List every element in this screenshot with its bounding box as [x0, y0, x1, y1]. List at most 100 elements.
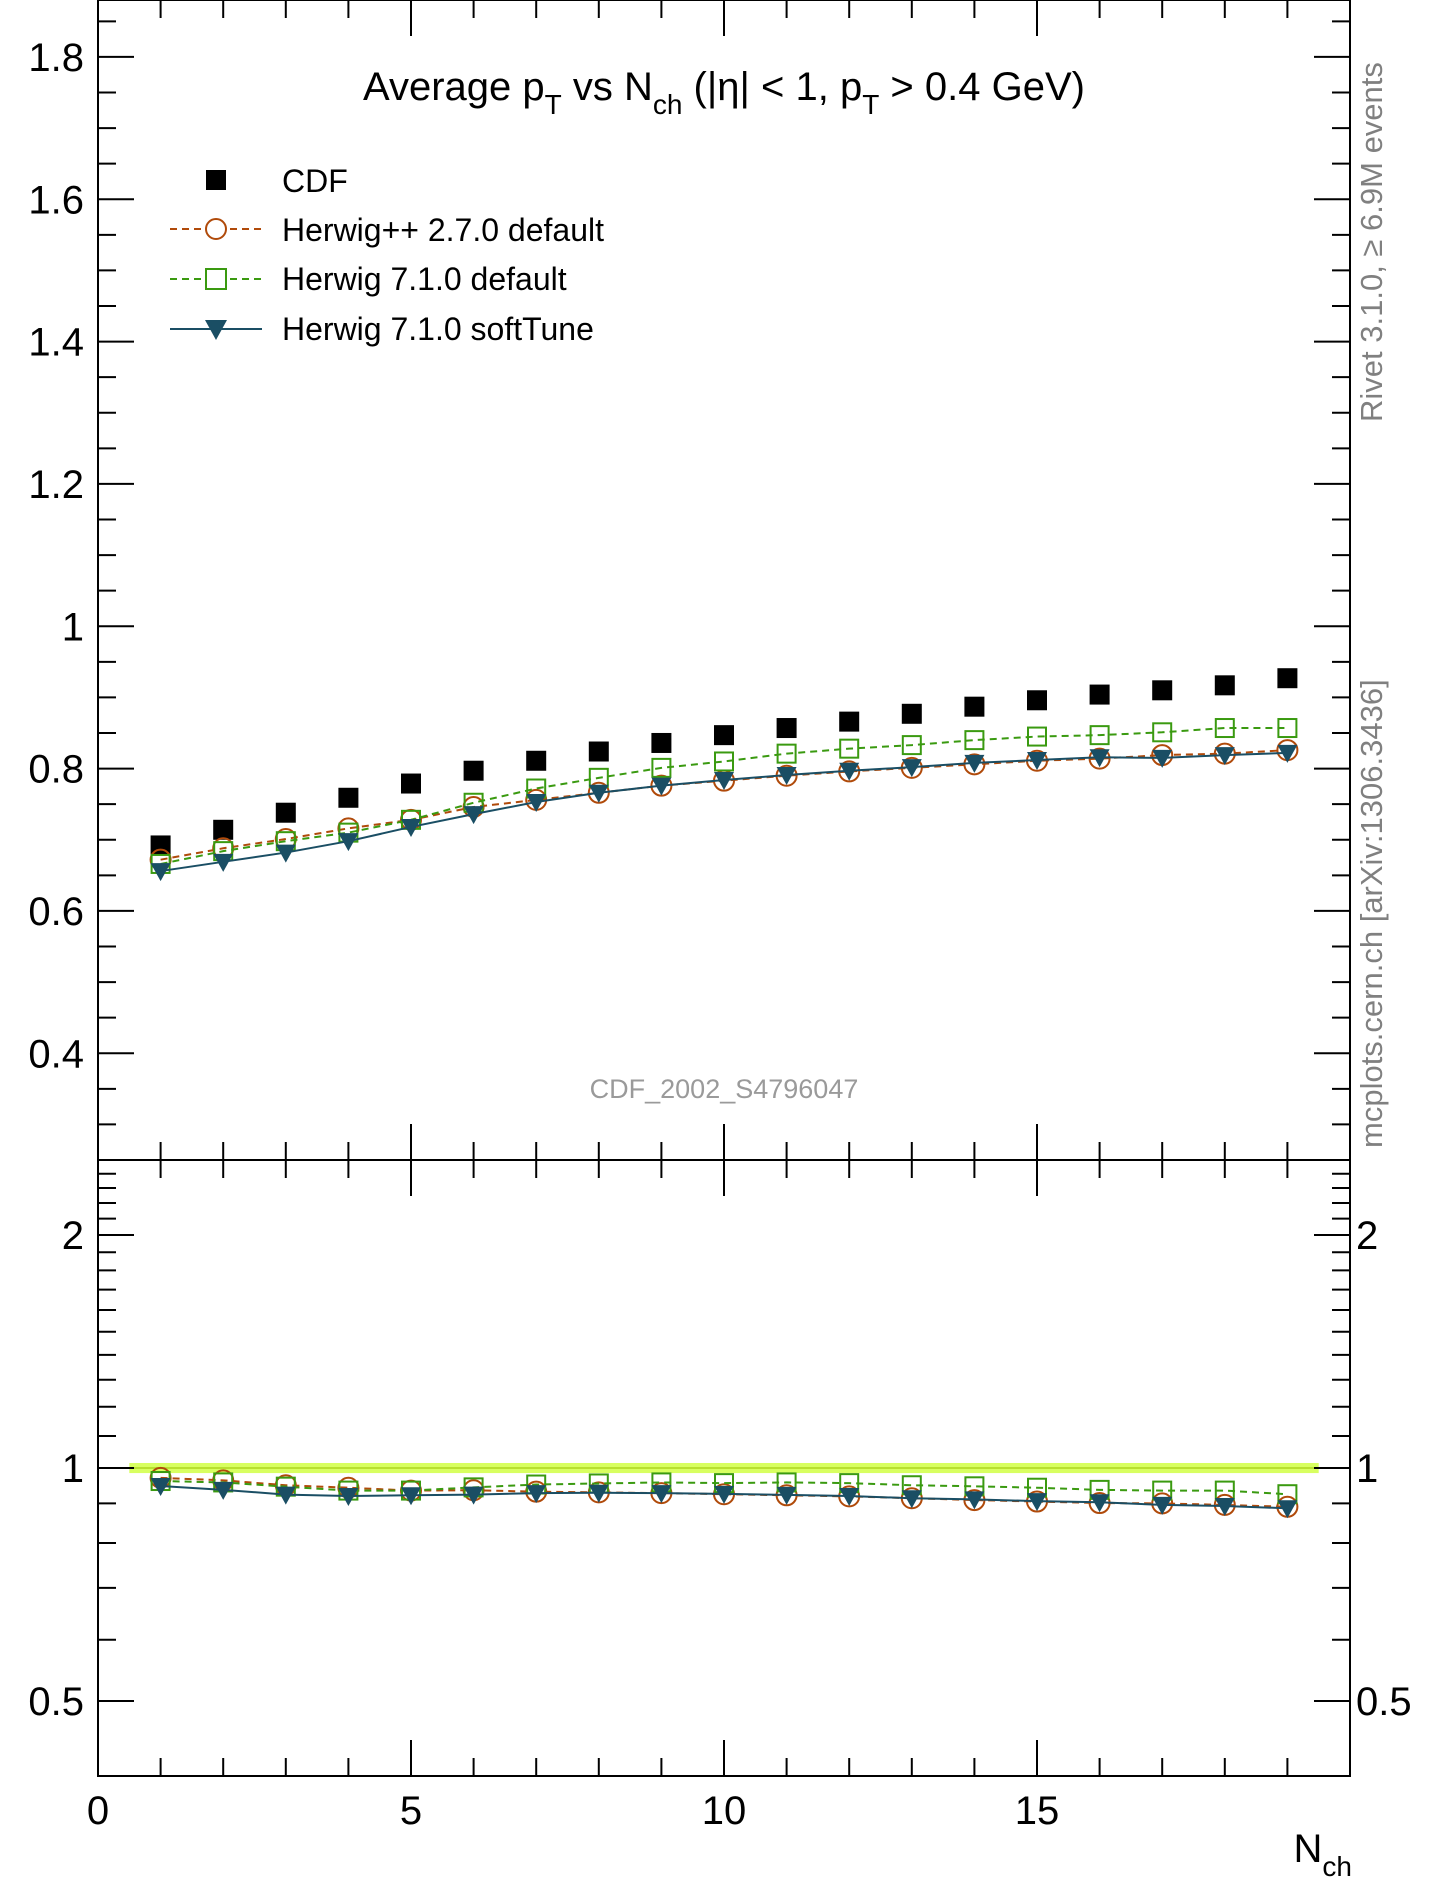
data-point-square — [1152, 680, 1173, 701]
series-line — [160, 749, 1288, 861]
plot-title: Average pT vs Nch (|η| < 1, pT > 0.4 GeV… — [363, 65, 1085, 120]
data-point-triangle — [839, 1488, 860, 1507]
data-point-square — [651, 732, 672, 753]
y-tick-label: 1.4 — [28, 321, 84, 365]
legend-marker-open-circle — [205, 218, 227, 240]
data-point-triangle — [714, 1485, 734, 1504]
data-point-open-square — [1027, 726, 1047, 747]
data-point-triangle — [901, 759, 922, 778]
legend: CDF Herwig++ 2.7.0 default Herwig 7.1.0 … — [170, 163, 604, 347]
legend-entry-cdf: CDF — [206, 163, 348, 199]
data-point-triangle — [338, 833, 359, 852]
data-point-open-square — [1152, 722, 1173, 743]
data-point-square — [964, 696, 985, 717]
legend-entry-herwigpp: Herwig++ 2.7.0 default — [170, 212, 604, 248]
data-point-triangle — [1152, 749, 1173, 768]
data-point-triangle — [651, 1485, 672, 1504]
data-point-triangle — [588, 1484, 609, 1503]
data-point-triangle — [1214, 1498, 1235, 1517]
data-point-open-square — [714, 751, 734, 772]
main-series-group — [149, 668, 1299, 882]
data-point-triangle — [714, 771, 734, 790]
data-point-open-square — [901, 735, 922, 756]
data-point-triangle — [776, 1486, 797, 1505]
data-point-triangle — [588, 784, 609, 803]
data-point-triangle — [839, 762, 860, 781]
data-point-triangle — [526, 1485, 547, 1504]
ratio-y-tick-label-right: 2 — [1356, 1214, 1378, 1258]
data-point-square — [526, 750, 547, 771]
data-point-square — [901, 703, 922, 724]
y-tick-label: 0.8 — [28, 748, 84, 792]
data-point-square — [463, 760, 484, 781]
data-point-triangle — [1089, 1494, 1110, 1513]
data-point-triangle — [1277, 1500, 1298, 1519]
data-point-triangle — [338, 1488, 359, 1507]
legend-marker-filled-triangle-down — [205, 320, 227, 340]
ratio-panel: 0.5 0.5 1 1 2 2 — [28, 1159, 1412, 1777]
ratio-y-tick-label-right: 1 — [1356, 1447, 1378, 1491]
legend-label-cdf: CDF — [282, 163, 348, 199]
data-point-triangle — [463, 806, 484, 825]
data-point-square — [839, 711, 860, 732]
ratio-y-tick-label-right: 0.5 — [1356, 1680, 1412, 1724]
data-point-triangle — [275, 1486, 296, 1505]
data-point-triangle — [964, 754, 985, 773]
data-point-square — [714, 725, 734, 746]
data-point-triangle — [901, 1490, 922, 1509]
legend-label-herwig7-softtune: Herwig 7.1.0 softTune — [282, 311, 594, 347]
data-point-triangle — [463, 1486, 484, 1505]
x-tick-label: 0 — [87, 1789, 109, 1833]
data-point-square — [1027, 690, 1047, 711]
legend-label-herwig7-default: Herwig 7.1.0 default — [282, 261, 567, 297]
data-point-square — [401, 773, 421, 794]
series-line — [160, 1480, 1288, 1496]
data-point-triangle — [1089, 749, 1110, 768]
data-point-triangle — [150, 1477, 171, 1496]
data-point-open-square — [776, 743, 797, 764]
data-point-triangle — [964, 1491, 985, 1510]
data-point-square — [1214, 675, 1235, 696]
rivet-version-label: Rivet 3.1.0, ≥ 6.9M events — [1354, 62, 1389, 422]
data-point-triangle — [651, 777, 672, 796]
x-tick-label: 15 — [1015, 1789, 1060, 1833]
data-point-triangle — [213, 1481, 234, 1500]
data-point-square — [1089, 684, 1110, 705]
y-tick-label: 1.8 — [28, 36, 84, 80]
legend-entry-herwig7-default: Herwig 7.1.0 default — [170, 261, 567, 297]
data-point-triangle — [150, 863, 171, 882]
ratio-y-tick-label-left: 1 — [62, 1447, 84, 1491]
legend-marker-filled-square — [206, 170, 226, 190]
ratio-y-tick-label-left: 2 — [62, 1214, 84, 1258]
data-point-open-square — [964, 730, 985, 751]
data-point-open-square — [1277, 718, 1298, 739]
data-point-open-square — [651, 757, 672, 778]
main-axis-ticks: 0.4 0.6 0.8 1 1.2 1.4 1.6 1.8 — [28, 20, 1350, 1126]
y-tick-label: 1.6 — [28, 178, 84, 222]
legend-label-herwigpp: Herwig++ 2.7.0 default — [282, 212, 604, 248]
data-point-triangle — [1277, 744, 1298, 763]
x-axis-label: Nch — [1294, 1827, 1352, 1882]
x-tick-label: 10 — [702, 1789, 747, 1833]
data-point-triangle — [1214, 747, 1235, 766]
data-point-triangle — [776, 766, 797, 785]
ratio-axis-ticks: 0.5 0.5 1 1 2 2 — [28, 1159, 1412, 1777]
data-point-square — [338, 787, 359, 808]
data-point-triangle — [401, 818, 421, 837]
x-tick-label: 5 — [400, 1789, 422, 1833]
legend-marker-open-square — [205, 268, 227, 290]
data-point-square — [213, 819, 234, 840]
y-tick-label: 1.2 — [28, 463, 84, 507]
y-tick-label: 1 — [62, 605, 84, 649]
x-axis: 0 5 10 15 — [87, 0, 1289, 1833]
data-point-triangle — [526, 794, 547, 813]
main-panel: 0.4 0.6 0.8 1 1.2 1.4 1.6 1.8 — [28, 0, 1351, 1161]
ratio-series-group — [149, 1466, 1299, 1519]
series-line — [160, 727, 1288, 865]
y-tick-label: 0.4 — [28, 1032, 84, 1076]
ratio-y-tick-label-left: 0.5 — [28, 1680, 84, 1724]
data-point-open-square — [839, 738, 860, 759]
data-point-square — [1277, 668, 1298, 689]
data-point-square — [588, 741, 609, 762]
